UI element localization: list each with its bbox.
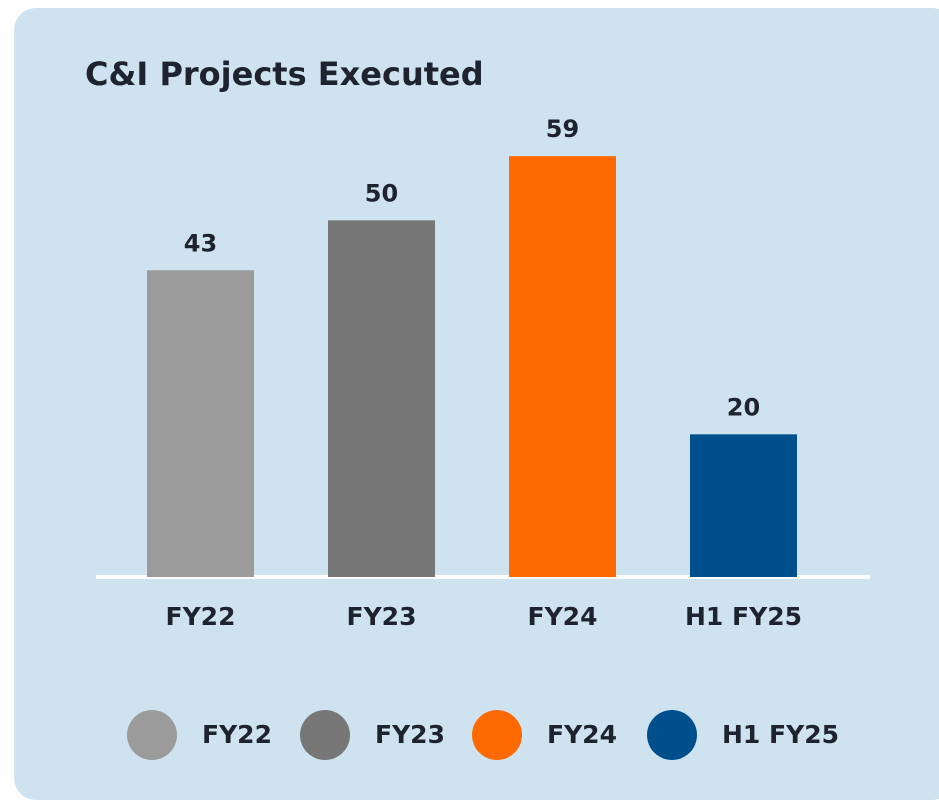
legend-swatch [127,710,177,760]
legend-label: FY24 [547,720,617,749]
data-label: 20 [727,393,760,421]
data-label: 50 [365,179,398,207]
chart-title: C&I Projects Executed [85,55,484,93]
bar [690,434,797,577]
data-label: 59 [546,115,579,143]
bar [509,156,616,577]
legend-swatch [647,710,697,760]
legend-label: FY23 [375,720,445,749]
bar [147,270,254,577]
legend-label: H1 FY25 [722,720,839,749]
card [14,8,939,800]
x-tick-label: FY22 [166,602,236,631]
legend-swatch [472,710,522,760]
x-tick-label: FY23 [347,602,417,631]
x-tick-label: FY24 [528,602,598,631]
data-label: 43 [184,229,217,257]
bar [328,220,435,578]
legend-label: FY22 [202,720,272,749]
x-tick-label: H1 FY25 [685,602,802,631]
legend-swatch [300,710,350,760]
